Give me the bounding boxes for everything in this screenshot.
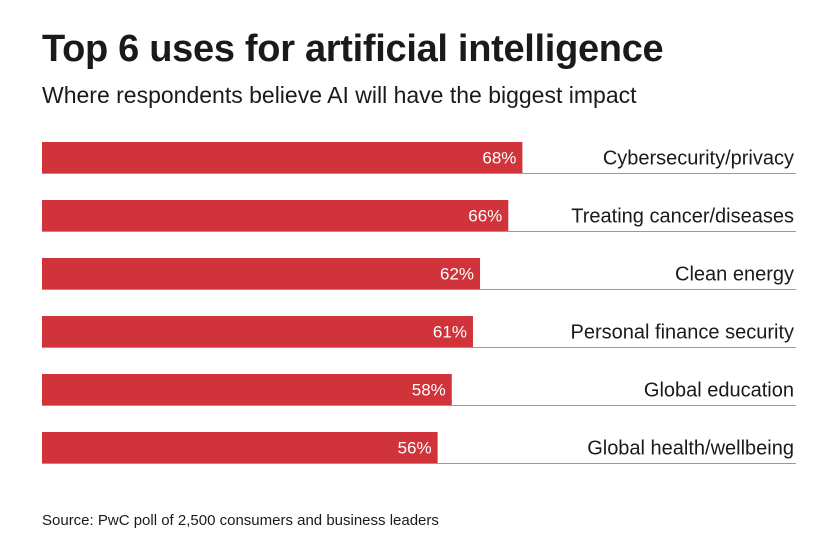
bar — [42, 200, 509, 231]
bar — [42, 258, 481, 289]
category-label: Global education — [644, 380, 794, 402]
bar — [42, 316, 473, 347]
category-label: Global health/wellbeing — [587, 438, 794, 460]
category-label: Clean energy — [675, 264, 794, 286]
bar-value-label: 61% — [433, 323, 467, 342]
bar-value-label: 62% — [440, 265, 474, 284]
bar-value-label: 58% — [412, 381, 446, 400]
category-label: Cybersecurity/privacy — [603, 148, 794, 170]
bar — [42, 142, 523, 173]
source-note: Source: PwC poll of 2,500 consumers and … — [42, 512, 439, 529]
category-label: Personal finance security — [571, 322, 794, 344]
bar — [42, 432, 438, 463]
bar-value-label: 68% — [482, 149, 516, 168]
bar-value-label: 66% — [468, 207, 502, 226]
chart-subtitle: Where respondents believe AI will have t… — [42, 82, 637, 108]
bar-chart: 68% Cybersecurity/privacy 66% Treating canc… — [42, 142, 796, 464]
category-label: Treating cancer/diseases — [571, 206, 794, 228]
bar-value-label: 56% — [398, 439, 432, 458]
chart-title: Top 6 uses for artificial intelligence — [42, 28, 664, 70]
bar — [42, 374, 452, 405]
